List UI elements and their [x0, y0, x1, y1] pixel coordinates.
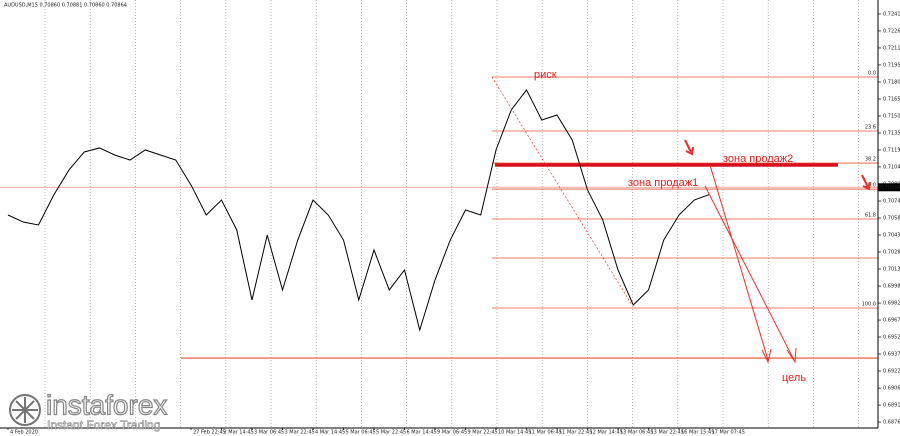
y-tick-label: 0.6922 — [883, 369, 900, 375]
annotation: риск — [534, 69, 557, 81]
arrows — [491, 76, 871, 364]
y-tick-label: 0.70285 — [883, 249, 900, 255]
fib-label: 38.2 — [865, 157, 876, 163]
y-tick-label: 0.69828 — [883, 301, 900, 307]
y-tick-label: 0.68763 — [883, 420, 900, 426]
y-tick-label: 0.69067 — [883, 386, 900, 392]
x-tick-label: 4 Feb 2020 — [10, 430, 38, 436]
fib-label: 100.0 — [862, 301, 876, 307]
x-tick-label: 9 Mar 06:45 — [437, 430, 467, 436]
y-tick-label: 0.69676 — [883, 318, 900, 324]
x-tick-label: 11 Mar 06:45 — [529, 430, 562, 436]
y-tick-label: 0.71046 — [883, 164, 900, 170]
x-tick-label: 13 Mar 22:45 — [651, 430, 684, 436]
current-price-label: 0.70864 — [880, 185, 900, 191]
x-tick-label: 27 Feb 22:45 — [193, 430, 226, 436]
x-tick-label: 6 Mar 14:45 — [407, 430, 437, 436]
x-tick-label: 3 Mar 06:45 — [254, 430, 284, 436]
y-tick-label: 0.70133 — [883, 266, 900, 272]
fib-label: 0.0 — [868, 70, 876, 76]
x-tick-label: 9 Mar 22:45 — [468, 430, 498, 436]
watermark: instaforex Instant Forex Trading — [9, 389, 168, 432]
x-tick-label: 16 Mar 15:45 — [681, 430, 714, 436]
y-tick-label: 0.69524 — [883, 335, 900, 341]
y-tick-label: 0.68915 — [883, 403, 900, 409]
x-tick-label: 10 Mar 14:45 — [498, 430, 531, 436]
y-tick-label: 0.71198 — [883, 147, 900, 153]
y-tick-label: 0.7135 — [883, 130, 900, 136]
y-tick-label: 0.71654 — [883, 97, 900, 103]
brand: instaforex — [46, 389, 167, 420]
y-tick-label: 0.70589 — [883, 216, 900, 222]
annotation: зона продаж1 — [628, 177, 698, 189]
x-tick-label: 17 Mar 07:45 — [712, 430, 745, 436]
x-tick-label: 12 Mar 14:45 — [590, 430, 623, 436]
x-tick-label: 3 Mar 22:45 — [285, 430, 315, 436]
y-tick-label: 0.69372 — [883, 352, 900, 358]
y-tick-label: 0.71959 — [883, 62, 900, 68]
y-tick-label: 0.72263 — [883, 28, 900, 34]
current-price-box — [878, 183, 900, 192]
x-tick-label: 13 Mar 06:45 — [620, 430, 653, 436]
y-tick-label: 0.70741 — [883, 199, 900, 205]
y-tick-label: 0.71502 — [883, 113, 900, 119]
y-tick-label: 0.6998 — [883, 284, 900, 290]
tagline: Instant Forex Trading — [47, 418, 160, 432]
annotation: цель — [782, 372, 806, 384]
y-tick-label: 0.70437 — [883, 233, 900, 239]
fib-label: 61.8 — [865, 213, 876, 219]
x-tick-label: 2 Mar 14:45 — [224, 430, 254, 436]
x-tick-label: 5 Mar 06:45 — [346, 430, 376, 436]
price-line — [7, 89, 710, 332]
logo — [12, 397, 38, 423]
y-tick-label: 0.71806 — [883, 80, 900, 86]
fib-label: 23.6 — [865, 124, 876, 130]
y-tick-label: 0.72415 — [883, 11, 900, 17]
x-tick-label: 5 Mar 22:45 — [376, 430, 406, 436]
y-tick-label: 0.72111 — [883, 45, 900, 51]
annotation: зона продаж2 — [723, 153, 793, 165]
x-tick-label: 11 Mar 22:45 — [559, 430, 592, 436]
x-tick-label: 4 Mar 14:45 — [315, 430, 345, 436]
chart-title: AUDUSD,M15 0.70860 0.70881 0.70860 0.708… — [4, 3, 127, 9]
